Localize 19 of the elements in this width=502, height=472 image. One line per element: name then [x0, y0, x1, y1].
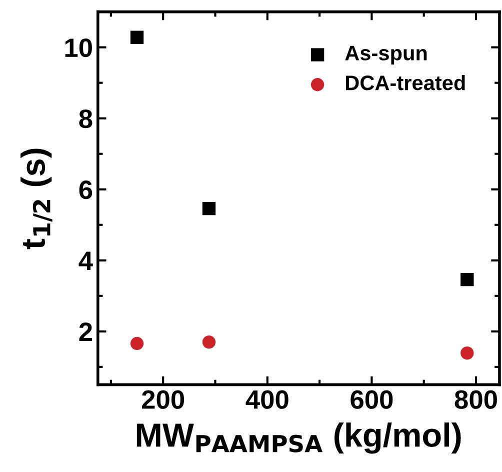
y-tick-label: 8 [79, 109, 92, 128]
point [460, 346, 474, 360]
y-tick-label: 6 [79, 180, 92, 200]
point [202, 202, 216, 216]
point [130, 30, 144, 44]
x-tick-label: 200 [142, 390, 184, 409]
y-tick-label: 2 [79, 322, 92, 341]
point [202, 335, 216, 349]
y-tick-label: 4 [78, 252, 93, 270]
legend-label: As-spun [345, 46, 427, 65]
legend-label: DCA-treated [346, 74, 465, 90]
x-tick-label: 600 [350, 390, 393, 409]
x-axis-title: MW$_{PAAMPSA}$ (kg/mol) [136, 422, 461, 454]
x-tick-label: 800 [454, 390, 497, 409]
x-tick-label: 400 [246, 390, 288, 409]
point [130, 336, 144, 350]
point [460, 272, 474, 286]
y-axis-title: t$_{1/2}$ (s) [20, 148, 52, 250]
y-tick-label: 10 [65, 38, 92, 58]
